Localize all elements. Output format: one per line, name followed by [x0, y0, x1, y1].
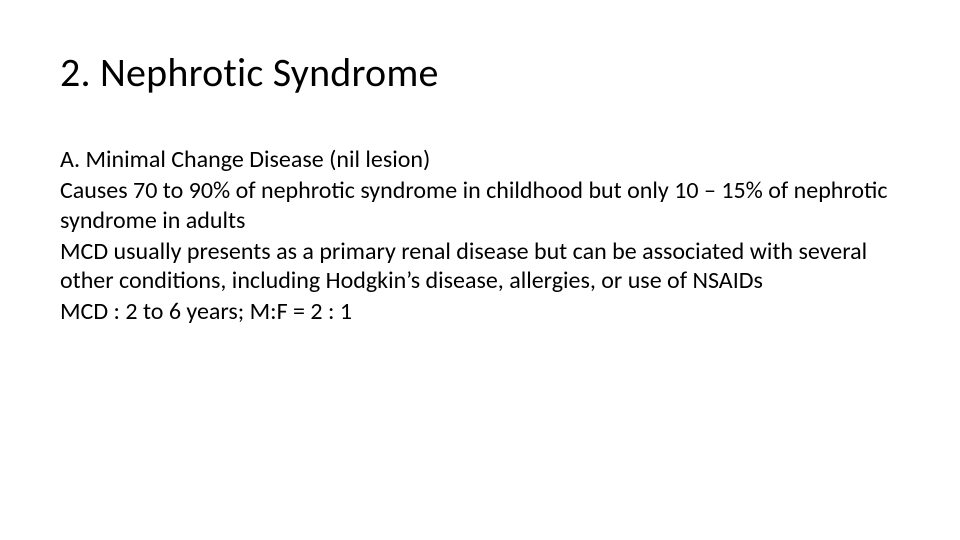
slide-body: A. Minimal Change Disease (nil lesion) C…	[60, 145, 900, 327]
body-paragraph: Causes 70 to 90% of nephrotic syndrome i…	[60, 176, 900, 235]
body-paragraph: MCD : 2 to 6 years; M:F = 2 : 1	[60, 297, 900, 326]
slide: 2. Nephrotic Syndrome A. Minimal Change …	[0, 0, 960, 540]
body-paragraph: MCD usually presents as a primary renal …	[60, 237, 900, 296]
body-paragraph: A. Minimal Change Disease (nil lesion)	[60, 145, 900, 174]
slide-title: 2. Nephrotic Syndrome	[60, 48, 900, 97]
